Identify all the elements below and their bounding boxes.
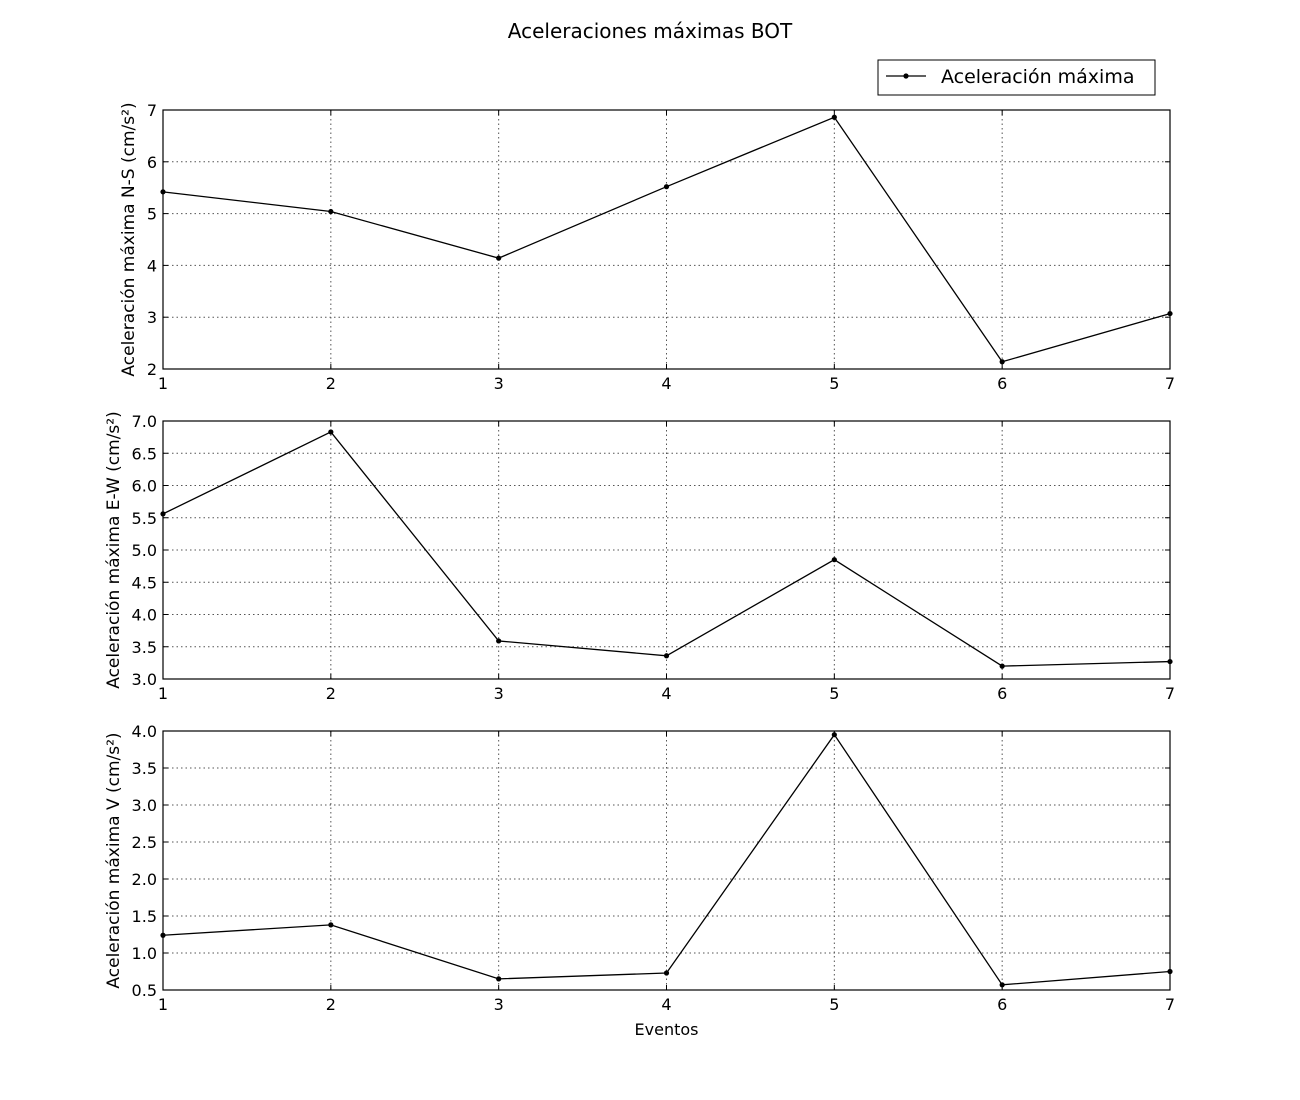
y-tick-label: 7 <box>147 101 157 120</box>
plot-frame <box>162 109 1171 370</box>
x-tick-label: 2 <box>326 995 336 1014</box>
x-tick-label: 4 <box>661 374 671 393</box>
x-tick-label: 4 <box>661 995 671 1014</box>
x-tick-label: 1 <box>158 374 168 393</box>
legend-marker-swatch <box>903 73 909 79</box>
y-tick-label: 2.0 <box>132 870 157 889</box>
x-tick-label: 4 <box>661 684 671 703</box>
y-axis-label: Aceleración máxima N-S (cm/s²) <box>119 102 139 376</box>
data-point <box>160 189 166 195</box>
y-tick-label: 1.0 <box>132 944 157 963</box>
y-tick-label: 2.5 <box>132 833 157 852</box>
data-point <box>999 359 1005 365</box>
data-point <box>663 653 670 659</box>
data-point <box>160 511 166 517</box>
x-tick-label: 2 <box>326 374 336 393</box>
plot-frame <box>162 420 1171 680</box>
subplot-2: 1 2 3 4 5 6 7 3.0 3.5 4.0 4.5 5.0 5.5 6.0 6.5 7.0 Aceler… <box>104 411 1175 703</box>
series-line <box>162 116 1171 363</box>
x-tick-label: 1 <box>158 995 168 1014</box>
data-point <box>1167 310 1173 317</box>
y-tick-label: 4.0 <box>132 606 157 625</box>
data-point <box>160 932 166 938</box>
y-tick-label: 5.0 <box>132 541 157 560</box>
legend-box <box>877 59 1156 96</box>
plot-frame <box>162 730 1171 991</box>
y-tick-label: 6.0 <box>132 477 157 496</box>
y-axis-label: Aceleración máxima V (cm/s²) <box>104 732 124 988</box>
x-tick-label: 6 <box>997 374 1007 393</box>
y-tick-label: 6 <box>147 153 157 172</box>
x-tick-label: 1 <box>158 684 168 703</box>
data-point <box>999 663 1005 669</box>
subplot-3: 1 2 3 4 5 6 7 0.5 1.0 1.5 2.0 2.5 3.0 3.5 4.0 Aceleraci… <box>104 722 1175 1039</box>
data-point <box>328 429 334 435</box>
y-tick-label: 4 <box>147 256 157 275</box>
y-tick-label: 1.5 <box>132 907 157 926</box>
y-tick-label: 3.5 <box>132 759 157 778</box>
x-tick-label: 2 <box>326 684 336 703</box>
legend: Aceleración máxima <box>877 59 1156 96</box>
y-tick-label: 3 <box>147 308 157 327</box>
y-tick-label: 4.5 <box>132 573 157 592</box>
y-tick-label: 5.5 <box>132 509 157 528</box>
x-tick-label: 3 <box>494 684 504 703</box>
y-axis-label: Aceleración máxima E-W (cm/s²) <box>104 411 124 689</box>
x-tick-label: 6 <box>997 684 1007 703</box>
data-point <box>496 255 502 261</box>
x-tick-label: 3 <box>494 995 504 1014</box>
y-tick-label: 2 <box>147 360 157 379</box>
x-axis-label: Eventos <box>635 1020 699 1039</box>
data-point <box>999 982 1005 988</box>
y-tick-label: 5 <box>147 205 157 224</box>
x-tick-label: 7 <box>1165 995 1175 1014</box>
legend-label: Aceleración máxima <box>941 66 1134 88</box>
y-tick-label: 6.5 <box>132 444 157 463</box>
x-tick-label: 5 <box>829 374 839 393</box>
data-point <box>328 922 334 928</box>
x-tick-label: 5 <box>829 995 839 1014</box>
data-point <box>831 557 837 563</box>
x-tick-label: 6 <box>997 995 1007 1014</box>
data-point <box>496 976 502 982</box>
y-tick-label: 3.0 <box>132 796 157 815</box>
x-tick-label: 5 <box>829 684 839 703</box>
data-point <box>1167 968 1173 975</box>
y-tick-label: 7.0 <box>132 412 157 431</box>
data-point <box>1167 658 1173 665</box>
x-tick-label: 7 <box>1165 374 1175 393</box>
data-point <box>663 184 670 190</box>
y-tick-label: 3.0 <box>132 670 157 689</box>
data-point <box>328 208 334 215</box>
data-point <box>831 732 837 738</box>
y-tick-label: 3.5 <box>132 638 157 657</box>
data-point <box>831 114 837 120</box>
data-point <box>663 970 670 976</box>
data-point <box>496 638 502 644</box>
y-tick-label: 0.5 <box>132 981 157 1000</box>
x-tick-label: 3 <box>494 374 504 393</box>
y-tick-label: 4.0 <box>132 722 157 741</box>
chart-title: Aceleraciones máximas BOT <box>508 19 793 43</box>
x-tick-label: 7 <box>1165 684 1175 703</box>
